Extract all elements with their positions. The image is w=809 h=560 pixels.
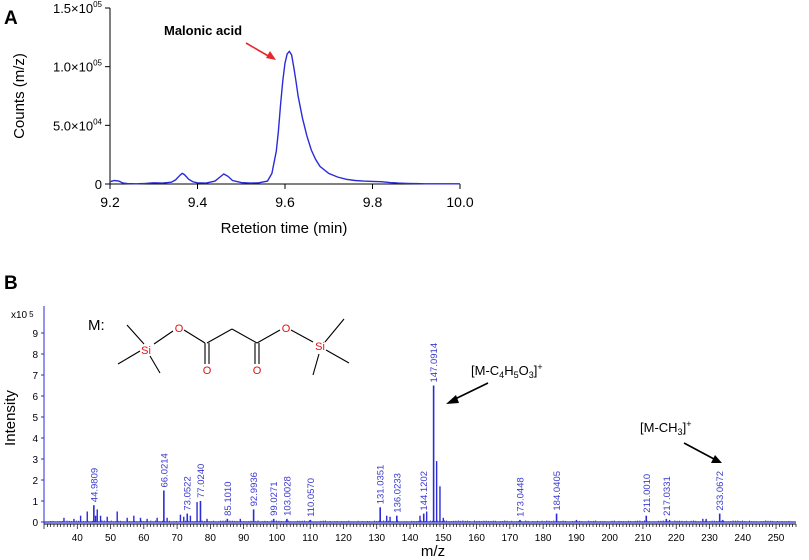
panel-a-arrow: [245, 42, 276, 60]
peak-label: 184.0405: [552, 471, 563, 511]
peak-label: 110.0570: [306, 478, 317, 517]
panel-a-y-tick-label: 0: [95, 177, 102, 192]
panel-b-minor-peaks: [63, 461, 724, 522]
panel-b-x-tick-label: 80: [205, 533, 217, 544]
panel-b-y-tick-label: 9: [32, 329, 38, 340]
panel-a-y-tick-label: 1.0×1005: [53, 59, 103, 75]
panel-a-x-tick-label: 9.6: [275, 194, 295, 210]
peak-label: 92.9936: [249, 472, 260, 506]
peak-label: 147.0914: [429, 343, 440, 383]
peak-label: 211.0010: [642, 474, 653, 513]
panel-b-x-tick-label: 120: [335, 533, 352, 544]
panel-b-x-tick-label: 110: [302, 533, 318, 544]
peak-label: 144.1202: [419, 471, 430, 511]
peak-label: 173.0448: [515, 477, 526, 517]
panel-b-x-ticks: 40 50 60 70 80 90 100 110 120 130 140 150 160 170 180 1…: [43, 524, 797, 544]
peak-label: 44.9809: [89, 468, 100, 502]
atom-o-carbonyl-right: O: [253, 365, 262, 377]
panel-a-x-tick-label: 9.4: [188, 194, 208, 210]
panel-a-y-tick-label: 1.5×1005: [53, 0, 103, 16]
atom-o-carbonyl-left: O: [203, 365, 212, 377]
peak-label: 217.0331: [662, 476, 673, 516]
panel-b-y-tick-label: 4: [32, 434, 38, 445]
panel-b-x-tick-label: 200: [601, 533, 618, 544]
panel-a-x-ticks: 9.2 9.4 9.6 9.8 10.0: [100, 184, 474, 210]
panel-b-x-tick-label: 170: [501, 533, 518, 544]
panel-a-x-label: Retetion time (min): [221, 220, 348, 237]
atom-o-ester-right: O: [282, 323, 291, 335]
panel-b-y-tick-label: 6: [32, 392, 38, 403]
panel-b-y-ticks: 0 1 2 3 4 5 6 7 8 9: [32, 329, 44, 529]
panel-a-y-tick-label: 5.0×1004: [53, 117, 103, 133]
peak-label: 99.0271: [269, 482, 280, 516]
panel-b-x-tick-label: 240: [734, 533, 751, 544]
panel-b-y-tick-label: 8: [32, 350, 38, 361]
peak-label: 73.0522: [183, 476, 194, 510]
annotation-m-c4h5o3: [M-C4H5O3]+: [471, 362, 543, 380]
peak-label: 66.0214: [159, 453, 170, 487]
panel-b-y-label: Intensity: [2, 390, 19, 446]
panel-b-x-tick-label: 70: [172, 533, 184, 544]
panel-b-x-tick-label: 100: [269, 533, 286, 544]
peak-label: 103.0028: [282, 476, 293, 516]
molecule-structure: M: Si O O: [88, 317, 350, 377]
panel-a-y-ticks: 0 5.0×1004 1.0×1005 1.5×1005: [53, 0, 110, 192]
panel-b-x-tick-label: 60: [138, 533, 150, 544]
panel-b-x-tick-label: 220: [668, 533, 685, 544]
panel-b-labeled-peaks: 44.9809 66.0214 73.0522 77.0240 85.1010 92.99…: [89, 343, 726, 522]
panel-b-y-tick-label: 3: [32, 455, 38, 466]
peak-label: 233.0672: [715, 471, 726, 511]
arrow-m-ch3: [683, 442, 722, 463]
atom-o-ester-left: O: [175, 323, 184, 335]
panel-a-x-tick-label: 9.2: [100, 194, 120, 210]
panel-a: A 0 5.0×1004 1.0×1005 1.5×1005 9.2 9.4 9.6 9.8…: [4, 0, 474, 237]
panel-b-y-tick-label: 1: [32, 497, 38, 508]
peak-label: 131.0351: [376, 465, 387, 505]
panel-b-x-tick-label: 160: [468, 533, 485, 544]
panel-b-x-tick-label: 250: [768, 533, 785, 544]
panel-b-x-tick-label: 180: [535, 533, 552, 544]
panel-b-y-multiplier: x10 5: [11, 310, 34, 321]
panel-a-x-tick-label: 9.8: [363, 194, 383, 210]
panel-b-y-tick-label: 7: [32, 371, 38, 382]
panel-b-x-tick-label: 40: [72, 533, 84, 544]
panel-a-y-label: Counts (m/z): [11, 53, 28, 139]
panel-b-label: B: [4, 273, 18, 294]
panel-b-x-tick-label: 50: [105, 533, 117, 544]
panel-b-x-label: m/z: [421, 543, 445, 560]
peak-label: 85.1010: [223, 482, 234, 516]
panel-b-x-tick-label: 90: [238, 533, 250, 544]
atom-si-left: Si: [141, 345, 151, 357]
molecule-label: M:: [88, 317, 105, 334]
peak-label: 77.0240: [196, 464, 207, 498]
panel-b-y-tick-label: 5: [32, 413, 38, 424]
peak-label: 136.0233: [392, 473, 403, 513]
arrow-m-c4h5o3: [446, 382, 489, 404]
panel-b-noise: [50, 520, 790, 522]
panel-b-x-tick-label: 140: [402, 533, 419, 544]
panel-b-y-tick-label: 2: [32, 476, 38, 487]
panel-a-chromatogram-line: [109, 50, 460, 185]
panel-b: B x10 5 0 1 2 3 4 5 6 7 8 9 40 50 60 70 80 90 100 110 120 1…: [2, 273, 797, 560]
panel-b-x-tick-label: 130: [368, 533, 385, 544]
panel-b-x-tick-label: 190: [568, 533, 585, 544]
panel-b-x-tick-label: 210: [635, 533, 652, 544]
panel-a-label: A: [4, 8, 18, 29]
panel-a-x-tick-label: 10.0: [446, 194, 473, 210]
atom-si-right: Si: [315, 341, 325, 353]
panel-a-annotation: Malonic acid: [164, 23, 242, 38]
panel-b-y-tick-label: 0: [32, 518, 38, 529]
annotation-m-ch3: [M-CH3]+: [640, 419, 691, 437]
panel-b-x-tick-label: 150: [435, 533, 452, 544]
panel-b-x-tick-label: 230: [701, 533, 718, 544]
